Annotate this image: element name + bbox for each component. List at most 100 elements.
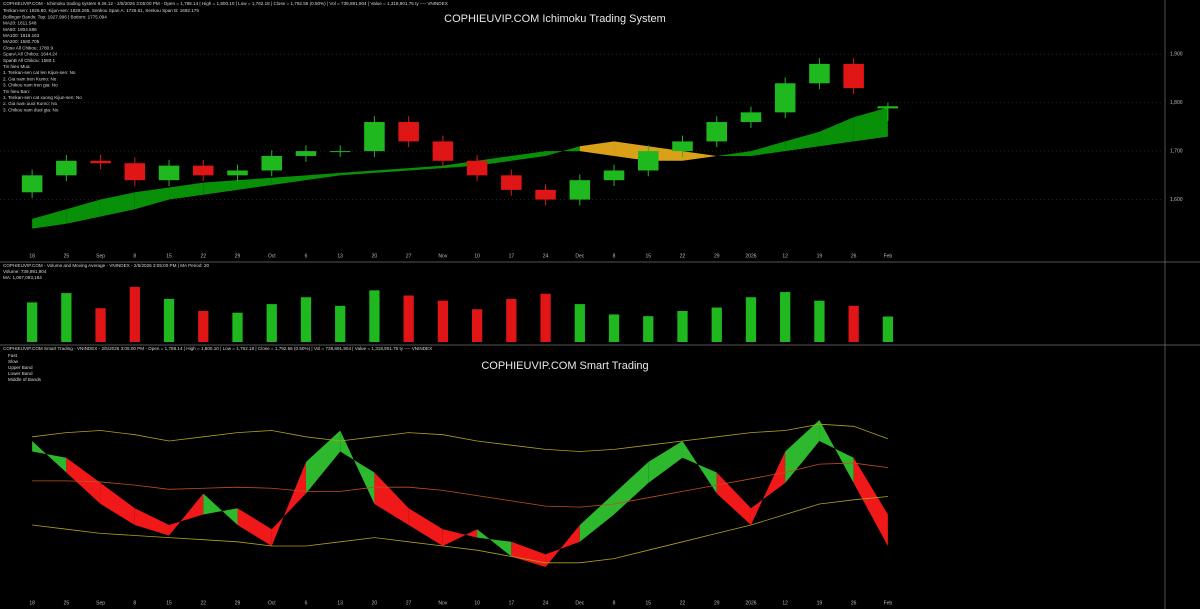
kumo-cloud xyxy=(66,199,101,224)
band-line xyxy=(32,462,888,508)
signal-area xyxy=(442,529,478,546)
x-tick-label: 22 xyxy=(200,253,206,259)
x-tick-label: 22 xyxy=(680,253,686,259)
kumo-cloud xyxy=(237,177,272,190)
signal-area xyxy=(477,529,512,557)
x-tick-label: 17 xyxy=(509,253,515,259)
signal-area xyxy=(408,508,443,546)
candle-body xyxy=(843,63,864,89)
candle-body xyxy=(569,180,591,200)
signal-area xyxy=(579,493,615,542)
candle-body xyxy=(603,170,625,181)
kumo-cloud xyxy=(716,151,751,156)
signal-area xyxy=(511,541,546,567)
volume-bar xyxy=(540,293,551,342)
signal-area xyxy=(340,430,375,504)
signal-area xyxy=(271,462,306,546)
header: COPHIEUVIP.COM Smart Trading - VNINDEX -… xyxy=(3,346,432,351)
x-tick-label: 8 xyxy=(613,253,616,259)
candle-body xyxy=(56,160,77,176)
x-tick-label: 10 xyxy=(474,600,480,606)
x-tick-label: 8 xyxy=(133,600,136,606)
legend-line: Close All Chikou: 1780.9 xyxy=(3,45,53,50)
x-tick-label: Oct xyxy=(268,600,276,606)
kumo-cloud xyxy=(545,146,580,156)
legend-entry: Upper Band xyxy=(8,365,33,370)
x-tick-label: 6 xyxy=(305,600,308,606)
x-tick-label: 8 xyxy=(613,600,616,606)
chart-title: COPHIEUVIP.COM Ichimoku Trading System xyxy=(444,13,666,25)
signal-area xyxy=(785,420,820,483)
kumo-cloud xyxy=(134,187,170,210)
candle-body xyxy=(466,160,488,176)
legend-line: MA200: 1580.705 xyxy=(3,39,40,44)
kumo-cloud xyxy=(203,180,238,195)
x-tick-label: Nov xyxy=(438,253,447,259)
signal-area xyxy=(545,525,580,567)
legend-line: MA: 1,067,093,184 xyxy=(3,275,42,280)
candle-body xyxy=(877,106,899,109)
x-tick-label: 29 xyxy=(235,600,241,606)
x-tick-label: 27 xyxy=(406,600,412,606)
kumo-cloud xyxy=(785,131,820,152)
signal-area xyxy=(648,441,683,483)
volume-bar xyxy=(471,309,483,342)
kumo-cloud xyxy=(579,141,615,156)
y-tick-label: 1,800 xyxy=(1170,100,1183,106)
signal-area xyxy=(682,441,717,494)
candle-body xyxy=(398,122,419,142)
kumo-cloud xyxy=(169,182,204,200)
x-tick-label: 8 xyxy=(133,253,136,259)
candle-body xyxy=(158,165,180,181)
x-tick-label: 26 xyxy=(851,600,857,606)
band-line xyxy=(32,423,889,452)
volume-bar xyxy=(608,314,620,342)
kumo-cloud xyxy=(682,151,717,161)
x-tick-label: 19 xyxy=(817,600,823,606)
volume-bar xyxy=(677,311,688,342)
legend-line: Tenkan-sen: 1826.80, Kijun-sen: 1828.265… xyxy=(3,8,199,13)
kumo-cloud xyxy=(750,141,786,156)
x-tick-label: 24 xyxy=(543,600,549,606)
signal-area xyxy=(169,493,204,536)
volume-bar xyxy=(232,312,243,342)
x-tick-label: 25 xyxy=(64,600,70,606)
candle-body xyxy=(638,151,659,171)
legend-line: Volume: 739,891,904 xyxy=(3,269,47,274)
volume-bar xyxy=(61,293,72,342)
signal-area xyxy=(716,472,751,525)
candle-body xyxy=(227,170,248,176)
kumo-cloud xyxy=(374,168,409,173)
legend-line: MA20: 1811.548 xyxy=(3,21,37,26)
legend-line: 2. Gia nam duoi Kumo: No xyxy=(3,101,58,106)
x-tick-label: 2026 xyxy=(745,600,756,606)
legend-line: 2. Gia nam tren Kumo: No xyxy=(3,76,57,81)
candle-body xyxy=(706,122,727,142)
signal-area xyxy=(32,441,67,473)
volume-bar xyxy=(198,311,209,342)
kumo-cloud xyxy=(408,165,443,171)
x-tick-label: Feb xyxy=(884,600,893,606)
legend-line: 1. Tenkan-sen cat len Kijun-sen: No xyxy=(3,70,76,75)
legend-line: SpanB All Chikou: 1580.1 xyxy=(3,58,56,63)
signal-area xyxy=(819,420,854,483)
kumo-cloud xyxy=(271,175,306,186)
x-tick-label: 13 xyxy=(337,253,343,259)
y-tick-label: 1,900 xyxy=(1170,52,1183,58)
candle-body xyxy=(364,122,385,152)
header: COPHIEUVIP.COM - Ichimoku trading system… xyxy=(3,1,448,6)
legend-entry: Slow xyxy=(8,359,19,364)
volume-bar xyxy=(163,298,175,342)
x-tick-label: Sep xyxy=(96,253,105,259)
x-tick-label: Nov xyxy=(438,600,447,606)
signal-area xyxy=(374,472,409,525)
legend-line: Tin hieu Ban: xyxy=(3,89,30,94)
candle-body xyxy=(535,189,556,200)
candle-body xyxy=(124,163,146,181)
candle-body xyxy=(90,160,111,164)
x-tick-label: 18 xyxy=(29,253,35,259)
x-tick-label: Sep xyxy=(96,600,105,606)
x-tick-label: 29 xyxy=(714,600,720,606)
x-tick-label: Feb xyxy=(884,253,893,259)
x-tick-label: 27 xyxy=(406,253,412,259)
